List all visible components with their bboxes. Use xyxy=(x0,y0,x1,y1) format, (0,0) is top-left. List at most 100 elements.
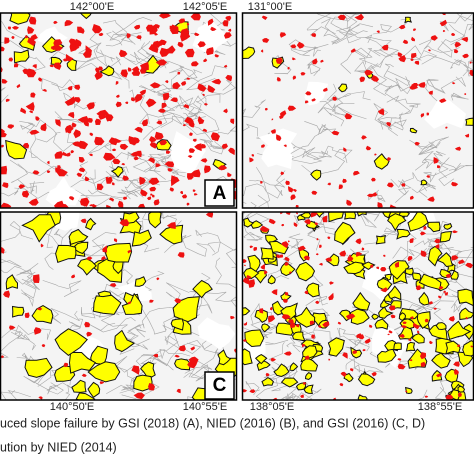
landslide-polygon xyxy=(148,212,162,229)
landslide-polygon xyxy=(24,357,53,378)
caption-line: uced slope failure by GSI (2018) (A), NI… xyxy=(0,416,425,430)
slope-failure xyxy=(139,89,146,96)
slope-failure xyxy=(91,203,98,208)
slope-failure xyxy=(182,124,186,127)
slope-failure xyxy=(400,325,407,329)
landslide-polygon xyxy=(436,252,454,268)
slope-failure xyxy=(155,163,161,168)
contour-line xyxy=(348,24,393,58)
slope-failure xyxy=(469,61,472,64)
landslide-polygon xyxy=(273,363,290,378)
slope-failure xyxy=(355,238,362,245)
slope-failure xyxy=(164,161,175,168)
contour-line xyxy=(454,59,474,77)
slope-failure xyxy=(329,281,334,285)
contour-line xyxy=(337,327,370,346)
slope-failure xyxy=(376,30,380,34)
landslide-polygon xyxy=(268,240,289,255)
slope-failure xyxy=(3,290,10,298)
letter-box xyxy=(204,371,235,400)
slope-failure xyxy=(59,203,70,208)
slope-failure xyxy=(383,254,386,257)
slope-failure xyxy=(177,41,184,48)
slope-failure xyxy=(177,252,185,258)
contour-line xyxy=(126,307,177,335)
landslide-polygon xyxy=(459,307,474,321)
slope-failure xyxy=(355,252,363,257)
slope-failure xyxy=(149,136,157,143)
slope-failure xyxy=(438,286,444,290)
landslide-polygon xyxy=(431,352,451,369)
landslide-polygon xyxy=(242,307,251,316)
panel-letter: C xyxy=(213,375,227,396)
slope-failure xyxy=(114,138,122,143)
slope-failure xyxy=(362,349,366,352)
slope-failure xyxy=(304,290,308,295)
landslide-polygon xyxy=(427,221,441,233)
slope-failure xyxy=(120,69,128,78)
slope-failure xyxy=(261,15,268,20)
slope-failure xyxy=(420,113,425,118)
slope-failure xyxy=(84,176,90,182)
contour-line xyxy=(195,229,221,256)
landslide-polygon xyxy=(114,329,136,353)
slope-failure xyxy=(244,264,246,267)
contour-line xyxy=(54,111,82,124)
slope-failure xyxy=(328,358,331,361)
landslide-polygon xyxy=(420,179,428,186)
slope-failure xyxy=(115,81,119,85)
slope-failure xyxy=(293,222,298,227)
slope-failure xyxy=(101,256,107,261)
contour-line xyxy=(77,42,108,67)
slope-failure xyxy=(222,20,229,27)
contour-line xyxy=(182,107,220,135)
landslide-polygon xyxy=(383,293,394,303)
slope-failure xyxy=(430,35,438,41)
slope-failure xyxy=(56,168,68,177)
contour-line xyxy=(0,390,31,400)
slope-failure xyxy=(77,140,89,150)
contour-line xyxy=(309,212,335,226)
slope-failure xyxy=(346,199,353,206)
slope-failure xyxy=(452,82,456,85)
slope-failure xyxy=(134,94,143,103)
slope-failure xyxy=(159,13,171,19)
slope-failure xyxy=(99,381,105,385)
slope-failure xyxy=(311,190,318,195)
slope-failure xyxy=(117,200,124,208)
slope-failure xyxy=(300,72,306,76)
slope-failure xyxy=(181,194,188,199)
slope-failure xyxy=(32,64,37,69)
slope-failure xyxy=(136,35,142,40)
slope-failure xyxy=(78,167,86,173)
slope-failure xyxy=(147,196,152,201)
slope-failure xyxy=(417,82,426,88)
slope-failure xyxy=(402,39,409,44)
slope-failure xyxy=(0,165,8,175)
slope-failure xyxy=(409,316,414,320)
slope-failure xyxy=(332,96,338,101)
slope-failure xyxy=(246,275,252,279)
slope-failure xyxy=(47,160,50,165)
slope-failure xyxy=(205,212,214,218)
slope-failure xyxy=(38,77,43,82)
slope-failure xyxy=(344,113,353,120)
slope-failure xyxy=(242,277,250,285)
slope-failure xyxy=(92,24,103,34)
slope-failure xyxy=(276,134,282,141)
slope-failure xyxy=(98,32,104,36)
slope-failure xyxy=(427,196,435,202)
slope-failure xyxy=(305,91,312,96)
slope-failure xyxy=(377,204,383,208)
slope-failure xyxy=(409,195,414,200)
slope-failure xyxy=(223,64,228,68)
slope-failure xyxy=(128,136,138,146)
contour-line xyxy=(446,246,474,259)
slope-failure xyxy=(398,55,406,63)
slope-failure xyxy=(374,153,377,156)
slope-failure xyxy=(259,225,270,232)
slope-failure xyxy=(436,373,442,378)
slope-failure xyxy=(453,361,460,367)
slope-failure xyxy=(4,37,10,44)
